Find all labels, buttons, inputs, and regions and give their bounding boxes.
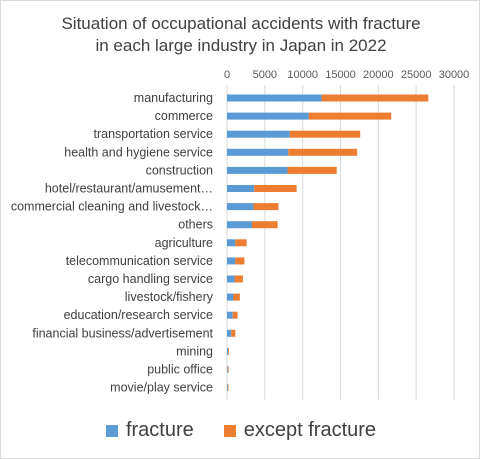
category-label: education/research service [64, 308, 213, 322]
legend-item-fracture: fracture [105, 419, 194, 442]
bar-fracture [227, 293, 234, 301]
bar-fracture [227, 130, 290, 138]
category-label: telecommunication service [66, 254, 213, 268]
category-label: cargo handling service [88, 272, 213, 286]
x-tick-label: 0 [224, 69, 230, 81]
category-label: health and hygiene service [64, 145, 213, 159]
bar-except-fracture [253, 203, 279, 211]
category-label: financial business/advertisement [32, 326, 213, 340]
legend: fracture except fracture [1, 419, 480, 442]
bar-fracture [227, 366, 228, 373]
legend-item-except-fracture: except fracture [223, 419, 377, 442]
x-tick-label: 10000 [287, 69, 318, 81]
bar-fracture [227, 239, 236, 247]
bar-except-fracture [233, 293, 240, 301]
bar-fracture [227, 275, 235, 283]
bar-except-fracture [232, 311, 238, 319]
bar-chart: 0 5000 10000 15000 20000 25000 30000 manufactur… [11, 69, 470, 400]
bar-except-fracture [288, 148, 358, 156]
bar-except-fracture [227, 366, 229, 373]
bar-fracture [227, 112, 309, 120]
bar-except-fracture [228, 347, 229, 355]
bar-fracture [227, 311, 233, 319]
chart-title-line-2: in each large industry in Japan in 2022 [95, 36, 387, 55]
category-label: construction [146, 163, 213, 177]
legend-swatch-fracture [105, 424, 118, 437]
bar-except-fracture [234, 275, 243, 283]
category-label: others [178, 218, 213, 232]
bar-fracture [227, 94, 322, 102]
legend-label-except-fracture: except fracture [243, 419, 377, 441]
category-label: hotel/restaurant/amusement… [45, 182, 213, 196]
bar-except-fracture [235, 239, 247, 247]
x-tick-label: 15000 [325, 69, 356, 81]
category-label: commerce [155, 109, 213, 123]
bar-fracture [227, 185, 255, 192]
legend-label-fracture: fracture [125, 419, 194, 441]
category-label: livestock/fishery [125, 290, 214, 304]
bar-fracture [227, 347, 229, 355]
bar-fracture [227, 166, 288, 174]
category-label: transportation service [93, 127, 213, 141]
bar-except-fracture [227, 384, 229, 392]
category-label: commercial cleaning and livestock… [11, 200, 213, 214]
bar-except-fracture [321, 94, 429, 102]
category-label: public office [147, 363, 213, 377]
x-tick-label: 20000 [363, 69, 394, 81]
legend-swatch-except-fracture [223, 424, 236, 437]
category-label: manufacturing [134, 91, 213, 105]
category-label: movie/play service [110, 381, 213, 395]
bar-fracture [227, 203, 254, 211]
bar-except-fracture [254, 185, 297, 192]
bar-except-fracture [287, 166, 337, 174]
category-label: mining [176, 344, 213, 358]
bar-except-fracture [251, 221, 278, 229]
bar-fracture [227, 384, 228, 392]
x-tick-label: 5000 [253, 69, 277, 81]
bar-except-fracture [308, 112, 392, 120]
bar-fracture [227, 148, 289, 156]
bar-except-fracture [235, 257, 245, 265]
x-tick-label: 25000 [401, 69, 432, 81]
x-tick-label: 30000 [439, 69, 470, 81]
bar-fracture [227, 221, 252, 229]
bar-except-fracture [231, 329, 236, 337]
bar-fracture [227, 329, 232, 337]
category-label: agriculture [155, 236, 213, 250]
bar-except-fracture [289, 130, 361, 138]
bar-fracture [227, 257, 236, 265]
chart-title-line-1: Situation of occupational accidents with… [61, 14, 421, 33]
